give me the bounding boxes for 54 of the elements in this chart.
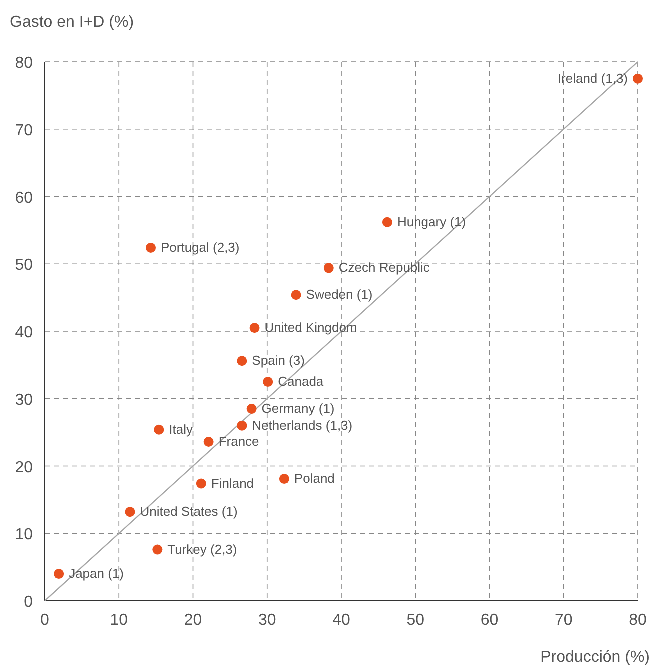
y-tick-label: 60 (15, 190, 34, 207)
point (146, 242, 156, 253)
x-tick-label: 30 (258, 612, 276, 629)
series-label: Spain (3) (252, 353, 305, 368)
point (237, 420, 248, 431)
series-label: Japan (1) (69, 566, 124, 582)
point (246, 404, 257, 414)
point (382, 217, 392, 228)
x-tick-label: 50 (406, 612, 425, 629)
y-tick-label: 0 (24, 594, 34, 611)
x-tick-label: 20 (184, 612, 202, 629)
x-tick-label: 70 (554, 612, 573, 629)
x-tick-label: 40 (332, 612, 350, 629)
series-label: France (218, 434, 260, 449)
series-label: United States (1) (140, 504, 238, 520)
series-label: Germany (1) (262, 400, 335, 416)
point (279, 474, 290, 484)
point (152, 544, 163, 555)
point (263, 377, 274, 388)
series-label: Hungary (1) (397, 214, 466, 230)
point (237, 356, 248, 366)
x-axis-title: Producción (%) (540, 649, 650, 666)
y-tick-label: 70 (15, 122, 34, 140)
y-tick-label: 10 (15, 526, 34, 544)
x-tick-label: 0 (40, 612, 50, 629)
point (291, 290, 302, 300)
point (196, 478, 206, 489)
series-label: United Kingdom (264, 320, 358, 336)
y-tick-label: 20 (15, 459, 34, 476)
series-label: Italy (169, 422, 194, 437)
series-label: Portugal (2,3) (161, 240, 240, 255)
point (125, 507, 136, 518)
y-tick-label: 80 (15, 55, 34, 72)
y-tick-label: 30 (15, 392, 34, 409)
series-label: Canada (278, 374, 324, 390)
x-tick-label: 10 (110, 612, 128, 629)
series-label: Netherlands (1,3) (252, 418, 353, 433)
point (633, 74, 643, 84)
point (250, 323, 260, 334)
y-tick-label: 50 (15, 257, 34, 274)
series-label: Czech Republic (338, 260, 430, 276)
series-label: Sweden (1) (306, 287, 373, 302)
y-axis-title: Gasto en I+D (%) (10, 14, 134, 31)
y-tick-label: 40 (15, 324, 34, 342)
x-tick-label: 60 (480, 612, 499, 629)
point (324, 263, 334, 274)
point (154, 424, 164, 435)
point (54, 569, 64, 580)
series-label: Ireland (1,3) (558, 70, 628, 86)
x-tick-label: 80 (629, 612, 647, 629)
series-label: Finland (211, 476, 254, 491)
series-label: Poland (294, 471, 335, 486)
series-label: Turkey (2,3) (168, 542, 238, 557)
point (204, 436, 214, 447)
